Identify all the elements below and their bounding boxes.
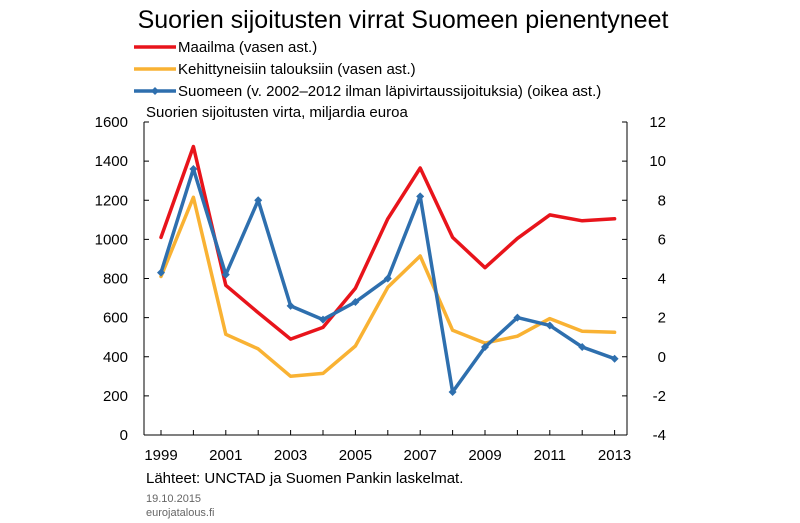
x-tick-label: 2001: [209, 447, 242, 464]
x-tick-label: 2003: [274, 447, 307, 464]
plot-area: 0 200 400 600 800 1000 1200 1400 1600 -4 -2 0 2 4 6 8 10…: [95, 114, 666, 464]
chart-subtitle: Suorien sijoitusten virta, miljardia eur…: [146, 104, 408, 121]
y-right-tick-label: -4: [653, 427, 666, 444]
x-tick-label: 2005: [339, 447, 372, 464]
series-3-point: [319, 315, 327, 324]
x-tick-label: 2009: [468, 447, 501, 464]
series-3-point: [481, 342, 489, 351]
legend-marker-3: [151, 87, 159, 95]
y-right-tick-label: 6: [658, 231, 666, 248]
series-3-point: [416, 192, 425, 201]
x-tick-label: 2011: [534, 447, 566, 464]
y-left-tick-label: 600: [103, 310, 128, 327]
y-left-tick-label: 1400: [95, 153, 128, 170]
y-right-tick-label: 4: [658, 271, 666, 288]
series-3-point: [578, 342, 587, 351]
y-left-tick-label: 200: [103, 388, 128, 405]
series-3-point: [513, 313, 522, 322]
legend: Maailma (vasen ast.) Kehittyneisiin talou…: [134, 39, 601, 100]
y-left-tick-label: 1200: [95, 192, 128, 209]
x-tick-label: 2013: [598, 447, 631, 464]
y-right-tick-label: -2: [653, 388, 666, 405]
series-3-point: [610, 354, 619, 363]
series-3-point: [254, 196, 263, 205]
chart-title: Suorien sijoitusten virrat Suomeen piene…: [138, 6, 669, 34]
site-note: eurojatalous.fi: [146, 507, 215, 519]
x-tick-label: 2007: [404, 447, 437, 464]
legend-label-1: Maailma (vasen ast.): [178, 39, 317, 56]
legend-label-2: Kehittyneisiin talouksiin (vasen ast.): [178, 61, 416, 78]
y-right-tick-label: 8: [658, 192, 666, 209]
series-3-point: [189, 164, 198, 173]
series-3-point: [383, 274, 392, 283]
source-note: Lähteet: UNCTAD ja Suomen Pankin laskelm…: [146, 470, 463, 487]
y-left-tick-label: 0: [120, 427, 128, 444]
series-3-point: [221, 270, 230, 279]
y-left-tick-label: 1600: [95, 114, 128, 131]
y-right-tick-label: 10: [649, 153, 666, 170]
series-3-point: [448, 387, 457, 396]
y-left-tick-label: 1000: [95, 231, 128, 248]
series-3-point: [545, 321, 554, 330]
x-tick-label: 1999: [144, 447, 177, 464]
date-note: 19.10.2015: [146, 493, 201, 505]
series-3-point: [157, 268, 165, 277]
series-3-point: [351, 297, 360, 306]
y-right-tick-label: 2: [658, 310, 666, 327]
y-left-tick-label: 800: [103, 271, 128, 288]
legend-label-3: Suomeen (v. 2002–2012 ilman läpivirtauss…: [178, 83, 601, 100]
series-line-1: [159, 144, 617, 341]
series-3-point: [286, 301, 295, 310]
y-left-tick-label: 400: [103, 349, 128, 366]
y-right-tick-label: 12: [649, 114, 666, 131]
y-right-tick-label: 0: [658, 349, 666, 366]
